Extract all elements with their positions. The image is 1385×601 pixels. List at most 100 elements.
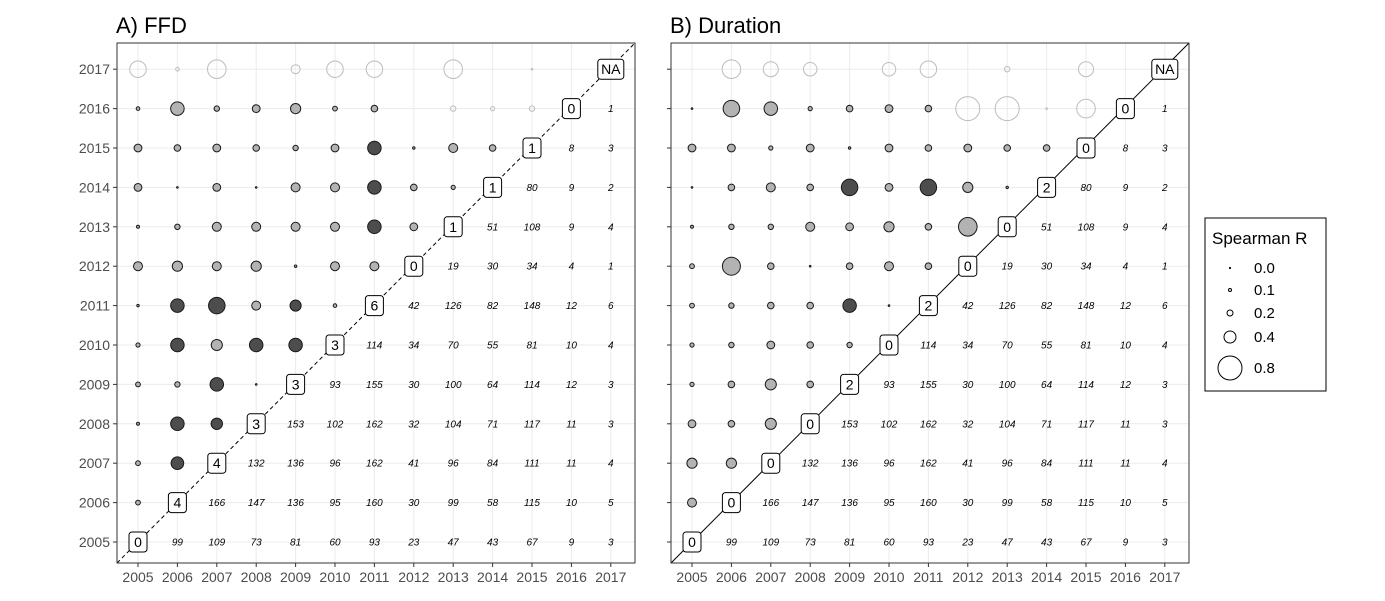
diagonal-label-box xyxy=(522,137,542,159)
diagonal-label-box xyxy=(286,373,306,395)
correlation-bubble xyxy=(330,221,340,232)
diagonal-label: 0 xyxy=(568,101,576,117)
sample-count-label: 2 xyxy=(607,183,614,194)
x-axis-tick-label: 2007 xyxy=(201,569,232,585)
sample-count-label: 64 xyxy=(1041,380,1053,391)
correlation-bubble xyxy=(173,144,182,152)
correlation-bubble xyxy=(290,221,301,232)
correlation-bubble xyxy=(254,186,258,189)
correlation-bubble xyxy=(725,457,738,469)
correlation-bubble xyxy=(962,181,974,193)
sample-count-label: 64 xyxy=(487,380,499,391)
sample-count-label: 96 xyxy=(1002,459,1014,470)
diagonal-label: 0 xyxy=(885,337,893,353)
sample-count-label: 155 xyxy=(366,380,383,391)
correlation-bubble xyxy=(330,182,340,193)
correlation-bubble xyxy=(528,105,536,112)
correlation-bubble xyxy=(887,304,891,307)
sample-count-label: 132 xyxy=(248,459,265,470)
sample-count-label: 153 xyxy=(841,419,858,430)
x-axis-tick-label: 2006 xyxy=(162,569,193,585)
diagonal-label-box xyxy=(404,255,424,277)
x-axis-tick-label: 2012 xyxy=(952,569,983,585)
x-axis-tick-label: 2013 xyxy=(438,569,469,585)
sample-count-label: 10 xyxy=(566,498,578,509)
diagonal-label: 4 xyxy=(174,495,182,511)
diagonal-label: 1 xyxy=(528,140,536,156)
sample-count-label: 100 xyxy=(445,380,462,391)
correlation-bubble xyxy=(840,178,859,197)
correlation-bubble xyxy=(958,217,978,237)
correlation-bubble xyxy=(727,143,736,153)
correlation-bubble xyxy=(450,105,457,112)
sample-count-label: 47 xyxy=(448,538,460,549)
correlation-bubble xyxy=(330,143,340,153)
diagonal-label-box xyxy=(721,492,741,514)
diagonal-label-box xyxy=(246,413,266,435)
legend-item-label: 0.2 xyxy=(1254,305,1275,322)
correlation-bubble xyxy=(722,99,741,118)
sample-count-label: 2 xyxy=(1161,183,1168,194)
correlation-bubble xyxy=(443,59,464,79)
x-axis-tick-label: 2016 xyxy=(1110,569,1141,585)
sample-count-label: 1 xyxy=(1162,262,1168,273)
sample-count-label: 19 xyxy=(1002,262,1014,273)
sample-count-label: 99 xyxy=(448,498,460,509)
legend-item-label: 0.0 xyxy=(1254,260,1275,277)
diagonal-label-box xyxy=(364,295,384,317)
correlation-bubble xyxy=(211,261,222,272)
correlation-bubble xyxy=(367,140,382,156)
diagonal-label: 0 xyxy=(1003,219,1011,235)
diagonal-label-box xyxy=(682,531,702,553)
sample-count-label: 42 xyxy=(408,301,420,312)
correlation-bubble xyxy=(133,183,143,192)
y-axis-tick-label: 2015 xyxy=(79,140,110,156)
sample-count-label: 114 xyxy=(524,380,540,391)
correlation-bubble xyxy=(171,260,183,272)
y-axis-tick-label: 2010 xyxy=(79,337,110,353)
correlation-bubble xyxy=(766,340,776,350)
correlation-bubble xyxy=(881,61,897,77)
correlation-bubble xyxy=(176,186,179,189)
x-axis-tick-label: 2007 xyxy=(755,569,786,585)
diagonal-label: 0 xyxy=(1082,140,1090,156)
sample-count-label: 71 xyxy=(1041,419,1052,430)
sample-count-label: 126 xyxy=(999,301,1016,312)
sample-count-label: 4 xyxy=(1123,262,1129,273)
y-axis-tick-label: 2007 xyxy=(79,455,110,471)
correlation-bubble xyxy=(687,143,697,153)
correlation-bubble xyxy=(762,61,779,78)
sample-count-label: 11 xyxy=(1120,459,1130,470)
correlation-bubble xyxy=(689,263,695,270)
correlation-bubble xyxy=(1045,107,1048,110)
sample-count-label: 162 xyxy=(366,459,383,470)
sample-count-label: 114 xyxy=(920,341,936,352)
correlation-bubble xyxy=(1076,98,1096,119)
diagonal-label: 1 xyxy=(489,179,497,195)
sample-count-label: 117 xyxy=(524,419,540,430)
sample-count-label: 5 xyxy=(1162,498,1168,509)
diagonal-label: 0 xyxy=(806,416,814,432)
diagonal-label: 2 xyxy=(846,376,854,392)
diagonal-label: NA xyxy=(1155,61,1175,77)
correlation-bubble xyxy=(288,337,303,353)
sample-count-label: 93 xyxy=(923,538,935,549)
sample-count-label: 1 xyxy=(608,262,614,273)
diagonal-label: 0 xyxy=(728,495,736,511)
x-axis-tick-label: 2017 xyxy=(595,569,626,585)
sample-count-label: 4 xyxy=(569,262,575,273)
sample-count-label: 73 xyxy=(805,538,817,549)
sample-count-label: 34 xyxy=(408,341,420,352)
y-axis-tick-label: 2011 xyxy=(80,298,110,314)
correlation-bubble xyxy=(805,221,816,232)
correlation-bubble xyxy=(1078,61,1094,78)
correlation-bubble xyxy=(251,221,262,232)
correlation-bubble xyxy=(1003,144,1012,152)
sample-count-label: 47 xyxy=(1002,538,1014,549)
legend-size-key xyxy=(1228,288,1232,292)
sample-count-label: 30 xyxy=(962,498,974,509)
correlation-bubble xyxy=(135,106,141,111)
sample-count-label: 114 xyxy=(366,341,382,352)
correlation-bubble xyxy=(845,262,854,271)
